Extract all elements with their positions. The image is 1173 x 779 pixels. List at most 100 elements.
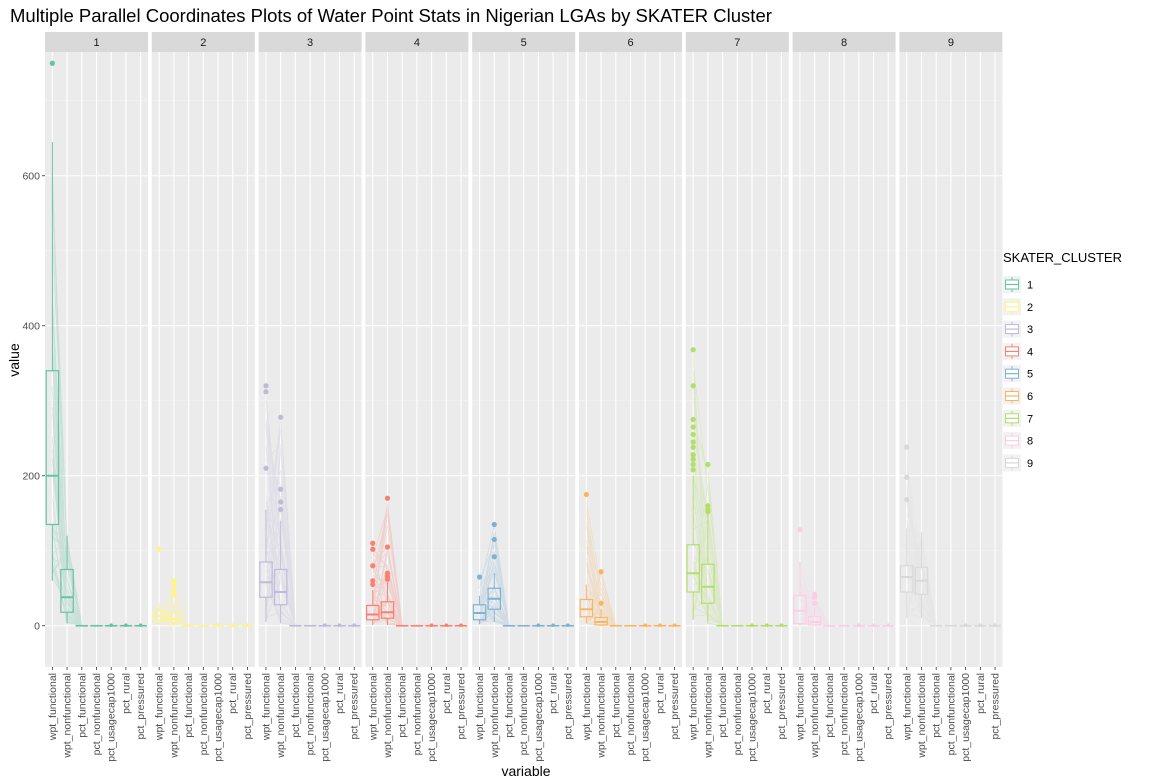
outlier-point: [459, 623, 463, 627]
x-tick-label: wpt_nonfunctional: [168, 673, 180, 759]
outlier-point: [705, 503, 711, 509]
box: [380, 601, 395, 619]
outlier-point: [764, 623, 769, 627]
boxplot-wpt_nonfunctional: [914, 532, 929, 619]
facet-panel-6: 6 wpt_functional wpt_nonfunctional pct_func…: [579, 32, 682, 762]
x-tick-label: pct_rural: [761, 673, 773, 714]
facet-strip: [45, 32, 148, 52]
x-tick-label: pct_functional: [397, 673, 409, 738]
x-tick-label: pct_pressured: [883, 673, 895, 740]
boxplot-wpt_functional: [365, 540, 380, 625]
y-tick-label: 200: [22, 470, 40, 482]
facet-strip-label: 4: [414, 37, 420, 49]
y-tick-label: 400: [22, 320, 40, 332]
facet-strip: [365, 32, 469, 52]
x-tick-label: wpt_functional: [794, 673, 806, 741]
outlier-point: [323, 623, 327, 627]
x-tick-label: wpt_functional: [581, 673, 593, 741]
x-tick-label: pct_usagecap1000: [747, 673, 759, 762]
box: [45, 370, 60, 526]
x-tick-label: pct_usagecap1000: [960, 673, 972, 762]
outlier-point: [337, 623, 342, 627]
outlier-point: [491, 554, 497, 560]
outlier-point: [263, 465, 269, 471]
y-axis-title: value: [6, 343, 22, 377]
x-tick-label: pct_nonfunctional: [198, 673, 210, 755]
outlier-point: [370, 578, 376, 584]
outlier-point: [857, 623, 861, 627]
boxplot-wpt_nonfunctional: [273, 414, 288, 624]
x-tick-label: pct_pressured: [349, 673, 361, 740]
outlier-point: [672, 623, 677, 627]
box: [60, 568, 74, 613]
outlier-point: [138, 623, 143, 627]
outlier-point: [797, 527, 803, 533]
outlier-point: [993, 623, 997, 627]
box: [167, 612, 181, 623]
outlier-point: [49, 60, 55, 66]
box: [793, 595, 807, 625]
legend-label: 2: [1027, 302, 1033, 314]
outlier-point: [384, 544, 391, 550]
box: [807, 616, 822, 626]
x-axis-title: variable: [501, 763, 550, 779]
facet-strip: [899, 32, 1003, 52]
outlier-point: [690, 467, 696, 473]
outlier-point: [658, 623, 662, 627]
facet-panel-8: 8 wpt_functional wpt_nonfunctional pct_func…: [792, 32, 896, 762]
outlier-point: [370, 581, 376, 588]
facet-strip-label: 2: [200, 37, 206, 49]
outlier-point: [886, 623, 891, 627]
legend-title: SKATER_CLUSTER: [1003, 250, 1122, 265]
outlier-point: [690, 431, 696, 438]
x-tick-label: wpt_nonfunctional: [489, 673, 501, 759]
legend-item-4: 4: [1003, 342, 1033, 360]
boxplot-wpt_functional: [686, 347, 700, 620]
box: [686, 544, 700, 593]
outlier-point: [156, 546, 162, 552]
x-tick-label: pct_nonfunctional: [411, 673, 423, 755]
boxplot-wpt_functional: [579, 491, 594, 624]
outlier-point: [812, 594, 818, 600]
outlier-point: [171, 581, 177, 588]
x-tick-label: wpt_functional: [688, 673, 700, 741]
outlier-point: [491, 536, 497, 543]
facet-strip-label: 7: [734, 37, 740, 49]
x-tick-label: pct_nonfunctional: [305, 673, 317, 755]
outlier-point: [171, 591, 177, 597]
outlier-point: [109, 623, 114, 627]
x-tick-label: pct_rural: [654, 673, 666, 714]
facet-strip-label: 9: [948, 37, 954, 49]
outlier-point: [963, 623, 968, 627]
x-tick-label: pct_pressured: [776, 673, 788, 740]
x-tick-label: pct_functional: [183, 673, 195, 738]
outlier-point: [429, 623, 434, 627]
outlier-point: [705, 509, 711, 515]
legend-label: 6: [1027, 391, 1033, 403]
outlier-point: [690, 347, 696, 353]
facet-strip-label: 8: [841, 37, 847, 49]
box: [701, 563, 715, 604]
facet-strip-label: 6: [627, 37, 633, 49]
boxplot-wpt_nonfunctional: [167, 578, 181, 626]
facet-strip: [579, 32, 682, 52]
facet-panel-2: 2 wpt_functional wpt_nonfunctional pct_func…: [151, 32, 255, 762]
x-tick-label: wpt_functional: [260, 673, 272, 741]
legend-item-9: 9: [1003, 454, 1033, 472]
boxplot-wpt_functional: [152, 546, 166, 625]
boxplot-wpt_nonfunctional: [807, 591, 822, 626]
x-tick-label: wpt_nonfunctional: [916, 673, 928, 759]
facet-strip-label: 1: [93, 37, 99, 49]
boxplot-wpt_nonfunctional: [487, 521, 502, 622]
outlier-point: [536, 623, 541, 627]
x-tick-label: pct_functional: [76, 673, 88, 738]
x-tick-label: pct_pressured: [135, 673, 147, 740]
x-tick-label: wpt_functional: [474, 673, 486, 741]
x-tick-label: pct_rural: [868, 673, 880, 714]
x-tick-label: pct_usagecap1000: [853, 673, 865, 762]
facet-strip: [472, 32, 576, 52]
boxplot-wpt_nonfunctional: [60, 535, 74, 624]
legend-label: 1: [1027, 280, 1033, 292]
outlier-point: [904, 474, 910, 480]
x-tick-label: pct_usagecap1000: [426, 673, 438, 762]
